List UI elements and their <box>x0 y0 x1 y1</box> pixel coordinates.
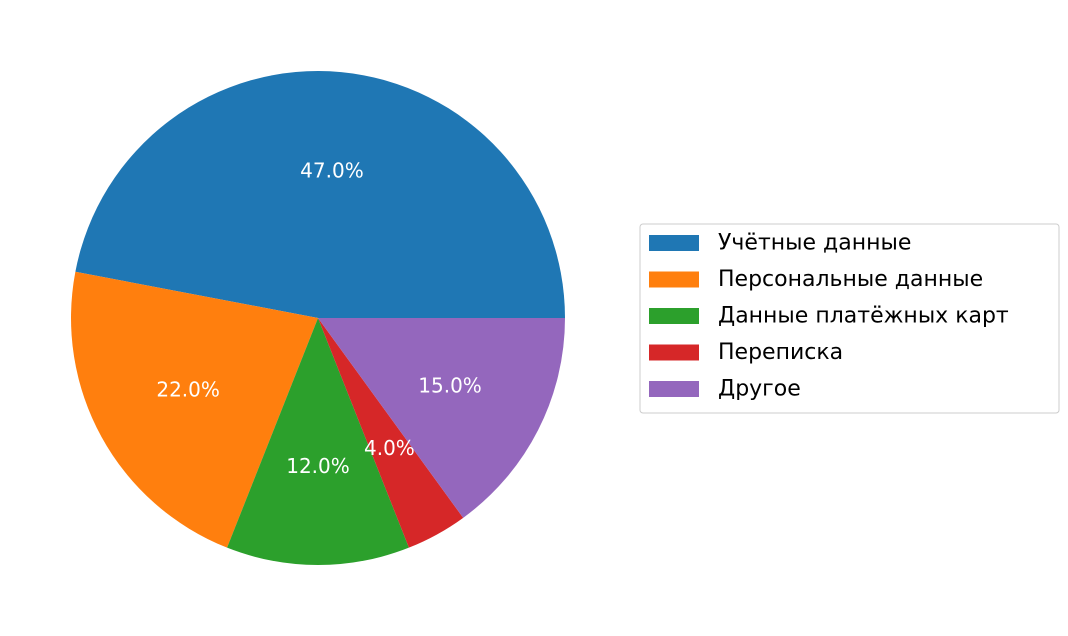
legend-frame <box>639 223 1060 414</box>
legend-label-3: Данные платёжных карт <box>718 304 1009 329</box>
legend-label-4: Переписка <box>718 340 843 365</box>
slice-value-label-2: 22.0% <box>156 377 220 401</box>
legend: Учётные данные Персональные данные Данные … <box>639 223 1060 414</box>
slice-value-labels: 47.0% 22.0% 12.0% 4.0% 15.0% <box>156 158 481 478</box>
legend-swatch-1 <box>649 235 699 251</box>
legend-items: Учётные данные Персональные данные Данные … <box>649 231 1009 402</box>
pie-slice-1 <box>75 71 565 318</box>
legend-swatch-5 <box>649 381 699 397</box>
legend-swatch-3 <box>649 308 699 324</box>
pie-slice-4 <box>318 318 464 548</box>
pie-slice-3 <box>227 318 409 565</box>
slice-value-label-4: 4.0% <box>364 436 415 460</box>
legend-swatch-4 <box>649 344 699 361</box>
pie-slices <box>71 71 565 565</box>
slice-value-label-1: 47.0% <box>300 158 364 182</box>
legend-label-5: Другое <box>718 377 801 402</box>
legend-label-2: Персональные данные <box>718 267 983 292</box>
pie-slice-5 <box>318 318 565 518</box>
pie-slice-2 <box>71 271 318 548</box>
slice-value-label-3: 12.0% <box>286 454 350 478</box>
legend-label-1: Учётные данные <box>718 231 911 256</box>
legend-swatch-2 <box>649 271 699 288</box>
slice-value-label-5: 15.0% <box>418 373 482 397</box>
